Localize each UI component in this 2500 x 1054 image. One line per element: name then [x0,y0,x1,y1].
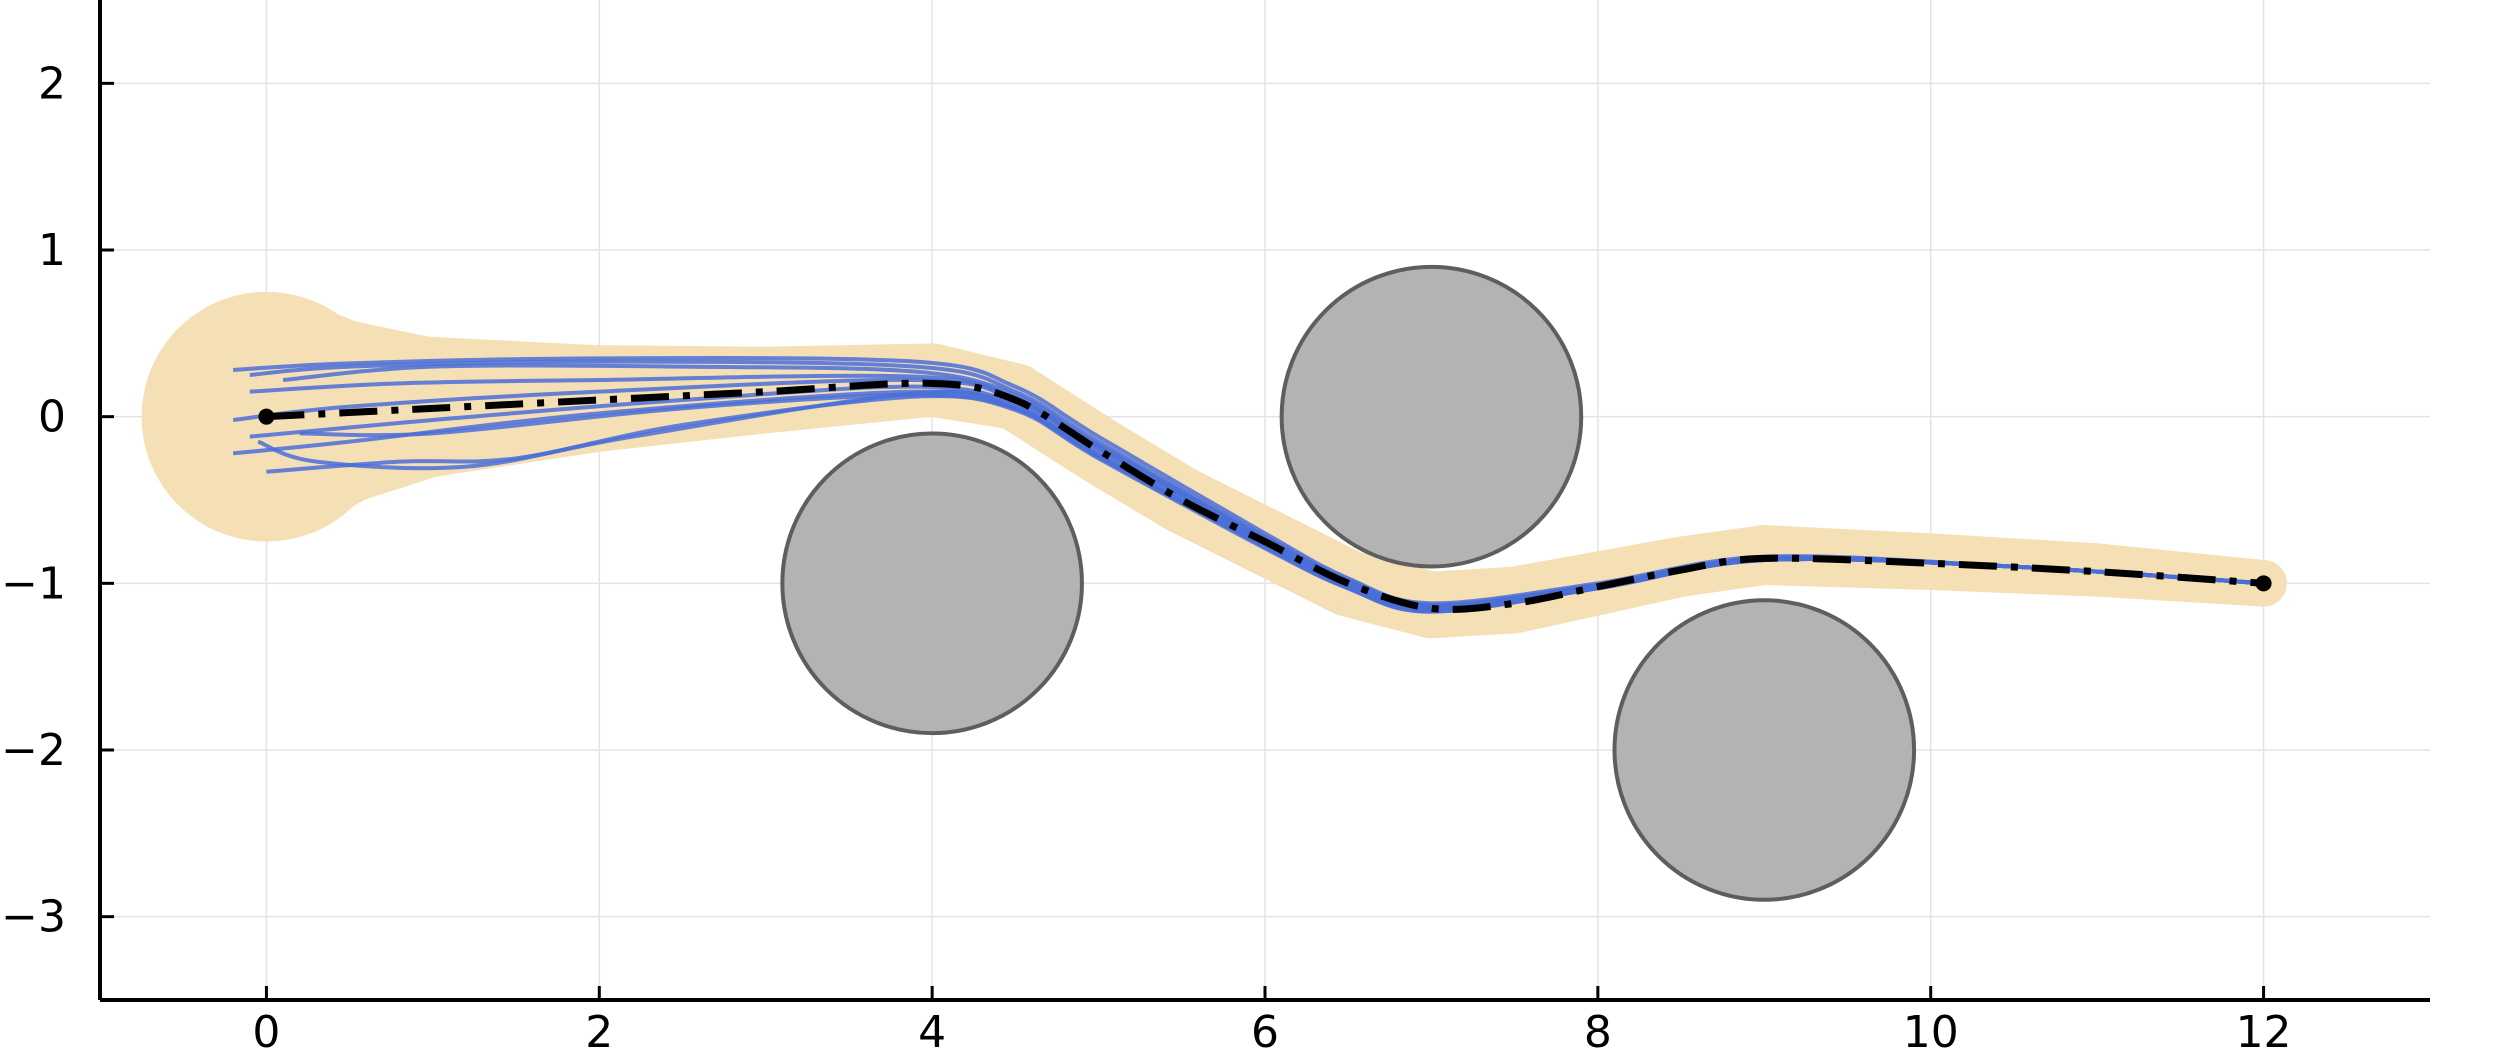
x-tick-label: 8 [1584,1007,1612,1054]
x-tick-label: 0 [252,1007,280,1054]
x-tick-label: 2 [585,1007,613,1054]
x-tick-label: 12 [2236,1007,2292,1054]
band-segment [1339,551,1440,638]
reference-path-layer [266,379,2264,613]
reference-path [266,379,2264,613]
obstacles-layer [780,264,1917,902]
obstacle-circle [1612,598,1917,902]
y-tick-label: −1 [1,558,66,609]
y-tick-label: 2 [38,58,66,109]
y-tick-label: −3 [1,892,66,943]
sample-trajectory [257,390,2264,613]
y-tick-label: −2 [1,725,66,776]
obstacle-circle [780,431,1084,736]
start-point [258,408,275,425]
x-tick-label: 4 [918,1007,946,1054]
y-tick-label: 1 [38,225,66,276]
x-tick-label: 6 [1251,1007,1279,1054]
x-tick-label: 10 [1903,1007,1959,1054]
endpoints-layer [258,408,2272,592]
goal-point [2255,575,2272,592]
grid-layer [100,0,2430,1000]
obstacle-circle [1279,264,1584,569]
y-tick-label: 0 [38,392,66,443]
